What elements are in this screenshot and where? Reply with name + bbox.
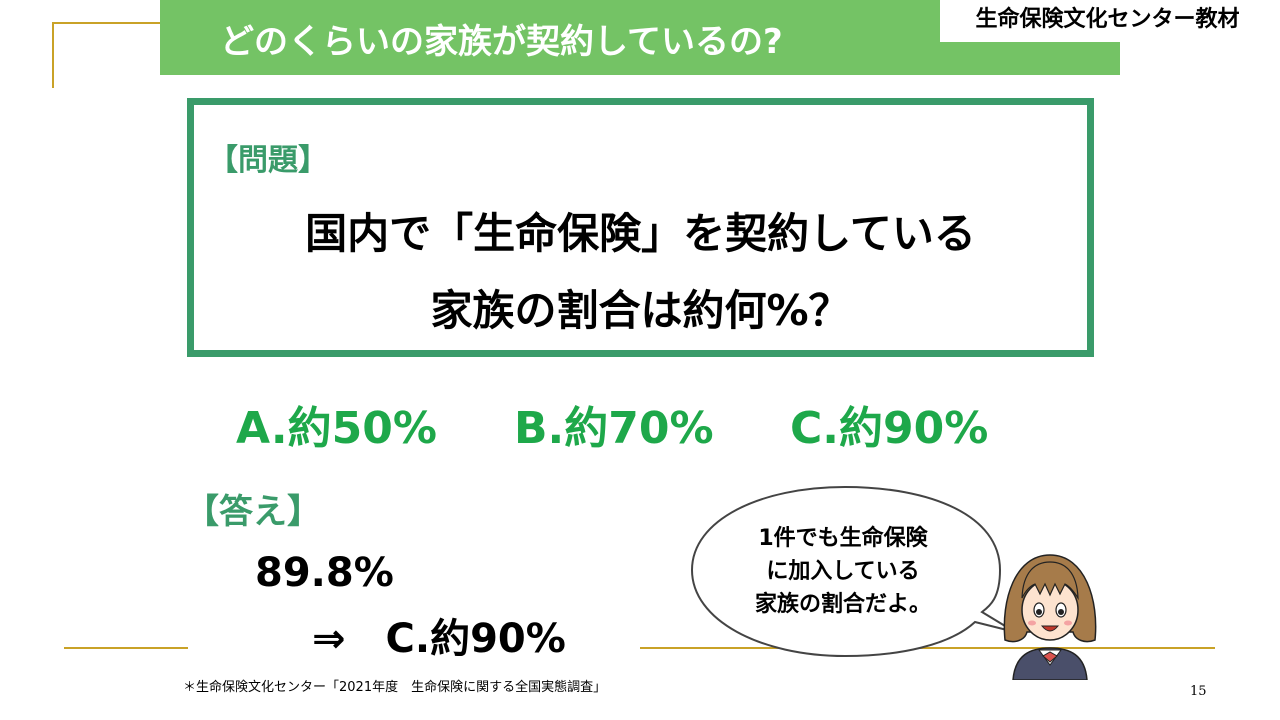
bubble-line-1: 1件でも生命保険 bbox=[758, 526, 928, 551]
option-a: A.約50% bbox=[236, 403, 437, 454]
girl-character-icon bbox=[1003, 554, 1097, 680]
question-line-1: 国内で「生命保険」を契約している bbox=[305, 209, 976, 258]
answer-conclusion: ⇒ C.約90% bbox=[312, 616, 566, 662]
option-b: B.約70% bbox=[514, 403, 714, 454]
option-c: C.約90% bbox=[790, 403, 989, 454]
source-footnote: ＊生命保険文化センター「2021年度 生命保険に関する全国実態調査」 bbox=[183, 680, 607, 695]
answer-value: 89.8% bbox=[255, 550, 394, 596]
slide-title: どのくらいの家族が契約しているの? bbox=[220, 22, 783, 62]
question-line-2: 家族の割合は約何%？ bbox=[430, 286, 851, 335]
brand-label: 生命保険文化センター教材 bbox=[940, 0, 1275, 42]
question-box: 【問題】 国内で「生命保険」を契約している 家族の割合は約何%？ bbox=[187, 98, 1094, 357]
top-left-vertical-line bbox=[52, 22, 54, 88]
answer-label: 【答え】 bbox=[185, 492, 321, 532]
bubble-line-3: 家族の割合だよ。 bbox=[754, 592, 931, 617]
question-label: 【問題】 bbox=[208, 143, 328, 178]
page-number: 15 bbox=[1190, 684, 1207, 699]
bottom-left-line bbox=[64, 647, 188, 649]
top-left-horizontal-line bbox=[52, 22, 160, 24]
speech-bubble-text: 1件でも生命保険 に加入している 家族の割合だよ。 bbox=[718, 522, 968, 621]
bottom-right-line bbox=[640, 647, 1215, 649]
bubble-line-2: に加入している bbox=[766, 559, 920, 584]
